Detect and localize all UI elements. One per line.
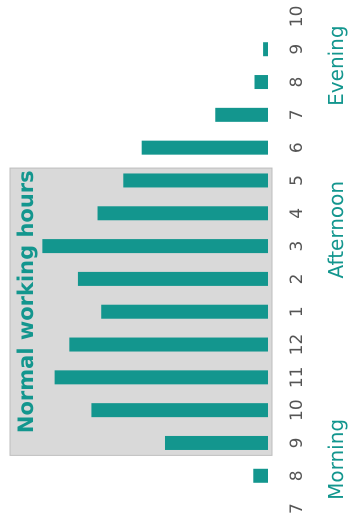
period-label-evening: Evening bbox=[324, 25, 348, 105]
bar-9 bbox=[97, 206, 268, 221]
working-hours-label: Normal working hours bbox=[14, 170, 38, 433]
tick-label-8: 3 bbox=[287, 241, 307, 252]
tick-label-11: 6 bbox=[287, 142, 307, 153]
tick-label-9: 4 bbox=[287, 208, 307, 219]
tick-label-6: 1 bbox=[287, 306, 307, 317]
tick-label-4: 11 bbox=[287, 367, 307, 389]
tick-label-3: 10 bbox=[287, 399, 307, 421]
plot-area: 78910111212345678910MorningAfternoonEven… bbox=[9, 6, 348, 514]
tick-label-13: 8 bbox=[287, 77, 307, 88]
bar-11 bbox=[141, 140, 268, 155]
period-label-morning: Morning bbox=[324, 419, 348, 500]
bar-10 bbox=[123, 173, 268, 188]
bar-12 bbox=[215, 107, 268, 122]
tick-label-14: 9 bbox=[287, 44, 307, 55]
tick-label-2: 9 bbox=[287, 438, 307, 449]
tick-label-15: 10 bbox=[287, 6, 307, 28]
tick-label-12: 7 bbox=[287, 109, 307, 120]
bar-13 bbox=[254, 75, 268, 90]
bar-2 bbox=[164, 435, 268, 450]
tick-label-10: 5 bbox=[287, 175, 307, 186]
bar-14 bbox=[263, 42, 268, 57]
bar-4 bbox=[54, 370, 269, 385]
tick-label-5: 12 bbox=[287, 334, 307, 356]
tick-label-7: 2 bbox=[287, 273, 307, 284]
bar-3 bbox=[91, 403, 269, 418]
bar-7 bbox=[77, 271, 268, 286]
bar-1 bbox=[253, 468, 268, 483]
bar-8 bbox=[42, 239, 268, 254]
period-label-afternoon: Afternoon bbox=[324, 181, 348, 279]
tick-label-1: 8 bbox=[287, 470, 307, 481]
bar-5 bbox=[69, 337, 268, 352]
bar-6 bbox=[101, 304, 268, 319]
tick-label-0: 7 bbox=[287, 503, 307, 514]
